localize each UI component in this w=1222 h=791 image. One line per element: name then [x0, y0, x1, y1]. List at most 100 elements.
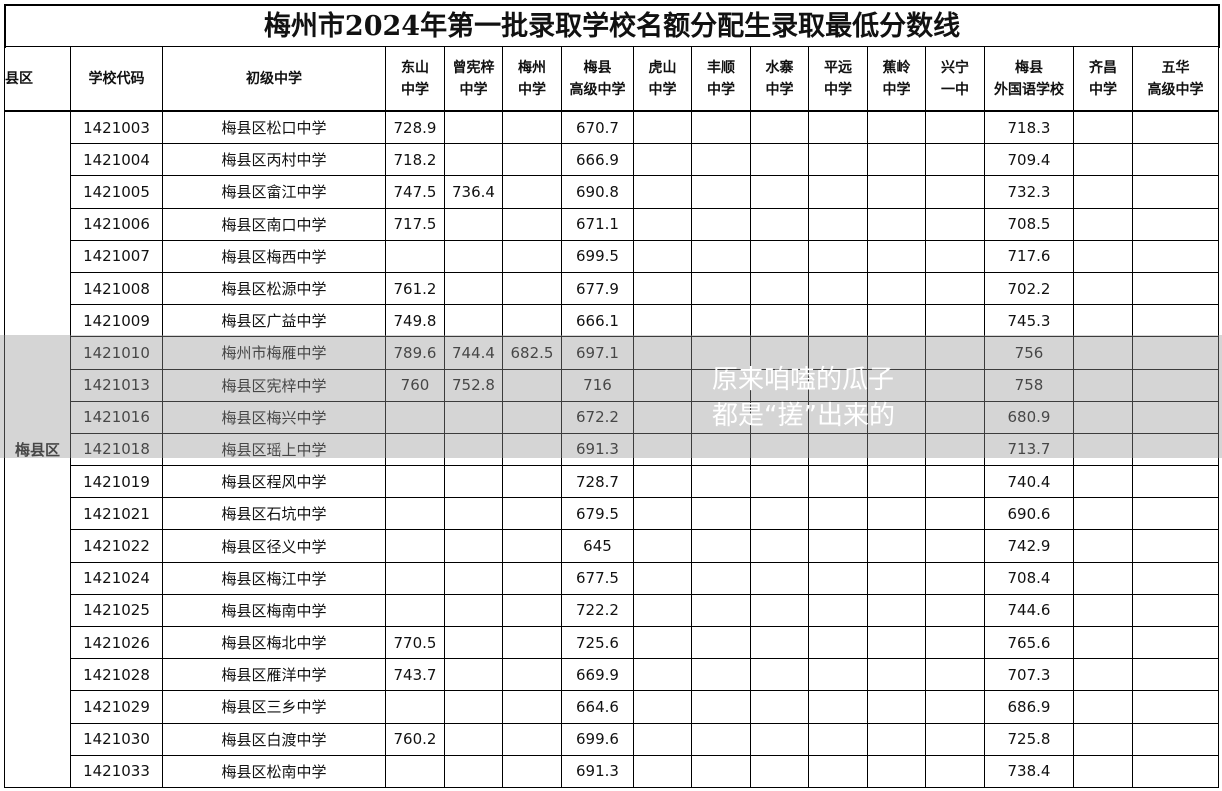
score-cell — [808, 593, 868, 628]
score-cell — [808, 690, 868, 724]
score-cell — [750, 239, 809, 273]
school-code: 1421028 — [70, 658, 163, 692]
school-name: 梅县区梅北中学 — [162, 625, 386, 660]
score-cell — [1132, 754, 1219, 788]
score-cell — [808, 207, 868, 241]
score-cell: 690.6 — [984, 497, 1074, 531]
score-cell — [691, 722, 751, 756]
score-cell — [1073, 529, 1133, 563]
score-cell — [867, 143, 926, 177]
score-cell — [808, 658, 868, 692]
score-cell — [385, 465, 445, 499]
school-code: 1421024 — [70, 561, 163, 595]
score-cell — [691, 239, 751, 273]
score-cell: 728.7 — [561, 465, 634, 499]
table-row: 1421010 梅州市梅雁中学 789.6 744.4 682.5 697.1 756 — [5, 336, 1219, 370]
score-cell — [1073, 754, 1133, 788]
score-cell — [1073, 497, 1133, 531]
score-cell — [385, 497, 445, 531]
score-cell — [633, 529, 692, 563]
school-code: 1421007 — [70, 239, 163, 273]
school-name: 梅县区丙村中学 — [162, 143, 386, 177]
column-header: 学校代码 — [70, 46, 163, 112]
score-cell — [808, 110, 868, 145]
school-code: 1421005 — [70, 175, 163, 209]
school-name: 梅县区松南中学 — [162, 754, 386, 788]
score-cell: 645 — [561, 529, 634, 563]
score-cell: 677.9 — [561, 271, 634, 306]
score-cell — [867, 271, 926, 306]
score-cell — [1132, 529, 1219, 563]
score-cell — [1132, 690, 1219, 724]
score-cell — [691, 304, 751, 338]
county-label: 梅县区 — [14, 440, 60, 459]
score-cell — [925, 754, 985, 788]
score-cell — [385, 432, 445, 467]
score-cell — [633, 722, 692, 756]
table-row: 1421008 梅县区松源中学 761.2 677.9 702.2 — [5, 271, 1219, 306]
score-cell — [1073, 336, 1133, 370]
watermark-overlay — [0, 335, 1222, 458]
score-cell — [925, 465, 985, 499]
score-cell — [633, 561, 692, 595]
score-cell — [808, 175, 868, 209]
score-cell — [808, 465, 868, 499]
score-cell — [867, 400, 926, 434]
score-cell — [925, 625, 985, 660]
score-cell — [691, 593, 751, 628]
score-cell: 749.8 — [385, 304, 445, 338]
score-cell — [633, 754, 692, 788]
score-cell: 722.2 — [561, 593, 634, 628]
score-cell: 686.9 — [984, 690, 1074, 724]
score-cell — [1073, 207, 1133, 241]
score-cell — [1073, 143, 1133, 177]
school-code: 1421029 — [70, 690, 163, 724]
score-cell: 732.3 — [984, 175, 1074, 209]
school-code: 1421008 — [70, 271, 163, 306]
score-cell — [691, 754, 751, 788]
score-cell — [633, 239, 692, 273]
column-header: 齐昌 中学 — [1073, 46, 1133, 112]
score-cell — [750, 722, 809, 756]
score-cell — [1132, 658, 1219, 692]
score-cell — [1073, 561, 1133, 595]
score-cell — [444, 143, 503, 177]
score-cell — [1073, 400, 1133, 434]
score-cell — [502, 690, 562, 724]
score-cell — [502, 304, 562, 338]
score-cell: 671.1 — [561, 207, 634, 241]
score-cell — [1073, 432, 1133, 467]
score-cell — [750, 690, 809, 724]
score-cell — [867, 497, 926, 531]
score-cell — [867, 239, 926, 273]
school-name: 梅县区南口中学 — [162, 207, 386, 241]
school-name: 梅县区畲江中学 — [162, 175, 386, 209]
score-cell — [1132, 722, 1219, 756]
table-row: 1421016 梅县区梅兴中学 672.2 680.9 — [5, 400, 1219, 434]
score-cell — [1073, 722, 1133, 756]
school-code: 1421016 — [70, 400, 163, 434]
score-cell — [867, 432, 926, 467]
school-name: 梅县区广益中学 — [162, 304, 386, 338]
table-row: 1421028 梅县区雁洋中学 743.7 669.9 707.3 — [5, 658, 1219, 692]
score-cell — [867, 110, 926, 145]
score-cell — [385, 561, 445, 595]
score-cell: 680.9 — [984, 400, 1074, 434]
score-cell: 717.6 — [984, 239, 1074, 273]
table-row: 1421033 梅县区松南中学 691.3 738.4 — [5, 754, 1219, 788]
score-cell: 666.1 — [561, 304, 634, 338]
score-cell — [691, 400, 751, 434]
score-cell — [867, 722, 926, 756]
score-cell — [444, 207, 503, 241]
score-cell — [1132, 400, 1219, 434]
score-cell — [633, 143, 692, 177]
score-cell: 708.4 — [984, 561, 1074, 595]
table-row: 1421026 梅县区梅北中学 770.5 725.6 765.6 — [5, 625, 1219, 660]
score-cell — [750, 593, 809, 628]
score-cell — [502, 625, 562, 660]
score-cell — [1132, 110, 1219, 145]
score-cell — [502, 110, 562, 145]
score-cell — [867, 561, 926, 595]
score-cell — [633, 690, 692, 724]
score-cell — [925, 271, 985, 306]
